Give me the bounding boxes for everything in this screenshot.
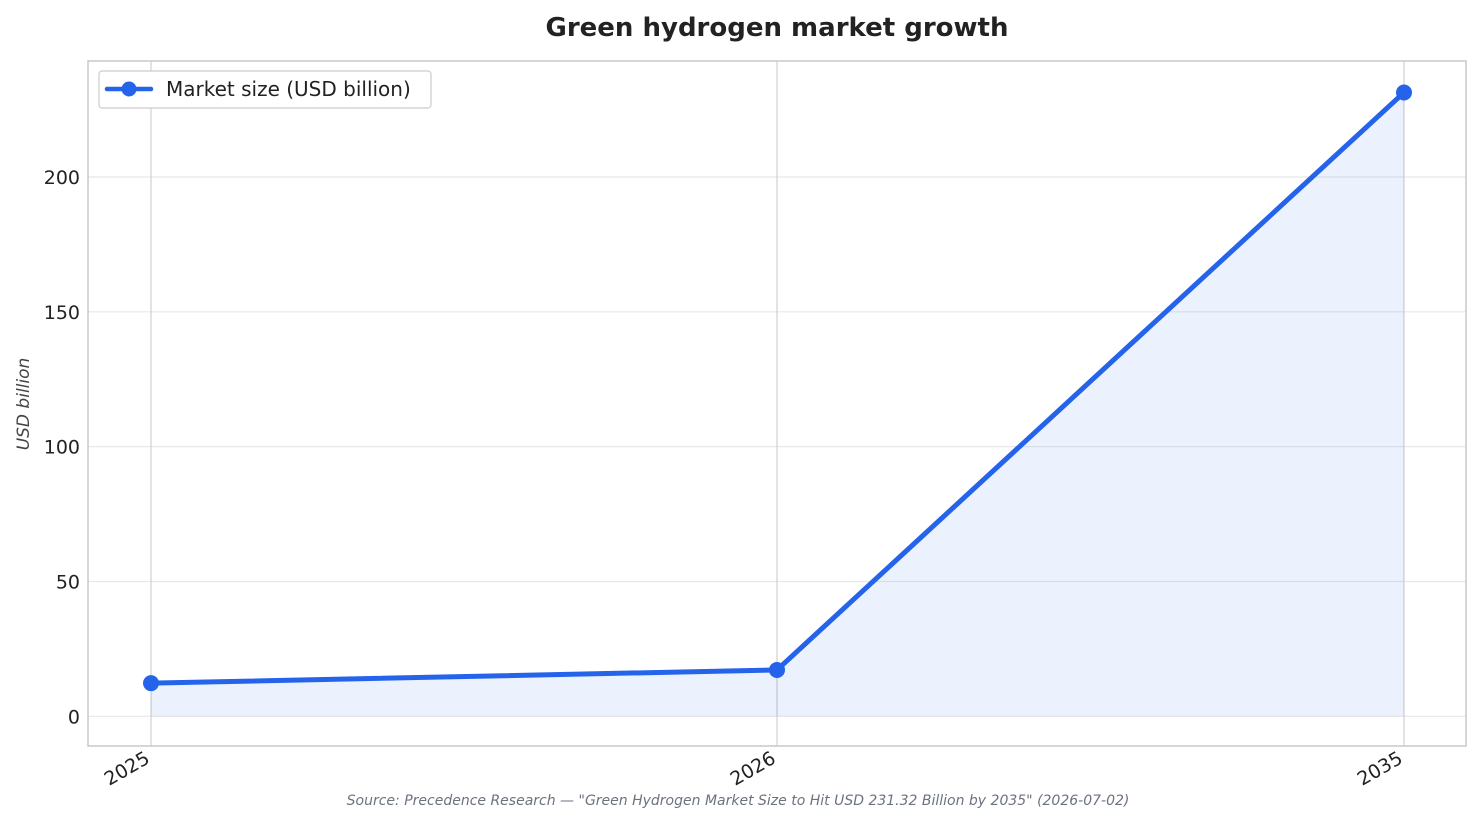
legend-label: Market size (USD billion) [166,77,411,101]
y-tick-label: 100 [44,437,80,459]
y-tick-label: 150 [44,302,80,324]
data-point [769,661,785,678]
plot-frame [87,60,1467,747]
x-axis-ticks: 2025 2026 2035 [101,747,1407,790]
x-tick-label: 2035 [1354,747,1407,790]
legend-marker-swatch [121,81,137,97]
y-tick-label: 50 [56,571,80,593]
legend: Market size (USD billion) [98,70,432,109]
area-fill-shape [151,92,1404,717]
data-point [143,675,159,692]
source-note: Source: Precedence Research — "Green Hyd… [347,793,1130,809]
chart-title: Green hydrogen market growth [546,13,1009,43]
y-axis-label: USD billion [14,358,34,451]
x-tick-label: 2025 [101,747,154,790]
grid-lines [88,61,1466,746]
data-points [143,84,1412,692]
y-axis-ticks: 0 50 100 150 200 [44,167,80,728]
legend-box [98,70,432,109]
data-point [1396,84,1412,101]
area-fill [151,92,1404,717]
y-tick-label: 200 [44,167,80,189]
y-tick-label: 0 [68,706,80,728]
x-tick-label: 2026 [727,747,780,790]
